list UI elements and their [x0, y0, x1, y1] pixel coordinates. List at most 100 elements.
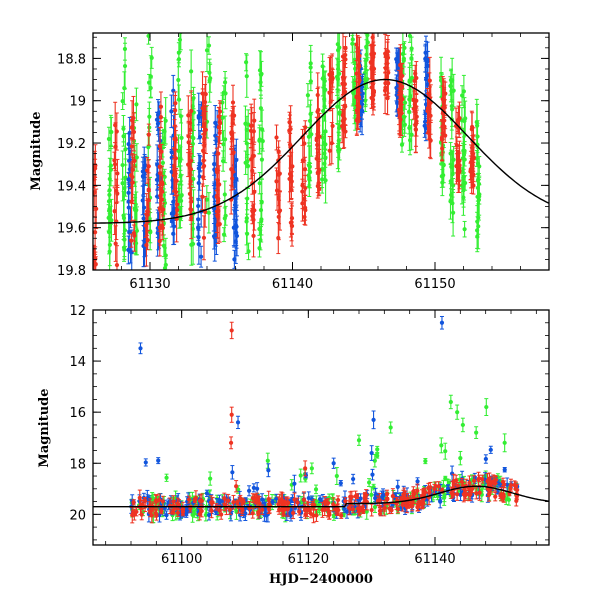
top-point-green — [476, 203, 481, 250]
bottom-point-red — [420, 498, 426, 508]
top-point-red — [340, 104, 346, 127]
bottom-point-red — [331, 497, 336, 512]
bottom-point-blue — [395, 479, 400, 495]
bottom-model-curve — [93, 485, 549, 508]
y-tick-label: 16 — [69, 406, 86, 421]
top-point-red — [186, 122, 191, 151]
top-point-green — [337, 33, 342, 71]
bottom-point-green — [371, 483, 376, 491]
bottom-point-red — [387, 503, 392, 515]
bottom-point-blue — [483, 454, 488, 464]
bottom-point-red — [428, 481, 433, 493]
top-point-green — [323, 112, 328, 151]
top-point-green — [207, 58, 212, 103]
top-point-red — [189, 196, 194, 240]
bottom-point-red — [279, 499, 284, 505]
top-point-red — [456, 151, 461, 175]
bottom-point-red — [512, 480, 517, 490]
bottom-point-red — [137, 489, 142, 507]
top-point-blue — [233, 189, 238, 215]
bottom-point-red — [335, 495, 341, 505]
bottom-point-green — [375, 445, 380, 453]
bottom-point-red — [455, 487, 460, 501]
top-point-red — [187, 140, 192, 189]
top-point-green — [322, 78, 327, 102]
bottom-point-blue — [156, 457, 161, 465]
bottom-point-red — [514, 495, 519, 507]
bottom-point-red — [339, 512, 344, 519]
bottom-outlier-red — [234, 480, 239, 493]
top-point-green — [107, 173, 112, 217]
y-tick-label: 19.2 — [57, 137, 86, 152]
bottom-point-red — [450, 492, 455, 498]
bottom-point-blue — [338, 480, 343, 487]
top-point-green — [108, 114, 113, 150]
bottom-point-red — [416, 501, 421, 509]
bottom-point-red — [433, 481, 438, 491]
bottom-point-red — [476, 474, 482, 482]
bottom-point-red — [415, 483, 420, 498]
top-point-red — [425, 93, 430, 124]
top-point-green — [402, 95, 408, 110]
bottom-y-axis-title: Magnitude — [37, 388, 52, 467]
bottom-point-green — [298, 468, 303, 483]
bottom-point-blue — [344, 504, 350, 519]
top-point-red — [160, 210, 165, 241]
bottom-point-red — [382, 504, 388, 512]
bottom-outlier-green — [334, 467, 339, 486]
top-point-green — [460, 85, 465, 106]
bottom-point-red — [477, 484, 482, 501]
top-point-red — [249, 139, 254, 180]
top-point-green — [257, 238, 262, 258]
bottom-outlier-red — [229, 321, 234, 340]
bottom-point-green — [441, 479, 446, 493]
top-point-red — [215, 194, 220, 239]
top-point-red — [398, 103, 403, 136]
bottom-outlier-blue — [138, 342, 143, 355]
y-tick-label: 14 — [69, 355, 86, 370]
bottom-point-red — [256, 510, 261, 517]
top-point-blue — [196, 165, 201, 201]
bottom-point-red — [353, 490, 358, 502]
bottom-outlier-green — [372, 453, 377, 468]
bottom-point-red — [377, 493, 382, 508]
x-tick-label: 61150 — [414, 277, 455, 292]
top-point-red — [158, 91, 164, 123]
y-tick-label: 18 — [69, 457, 86, 472]
bottom-outlier-green — [208, 471, 213, 486]
bottom-point-red — [285, 496, 290, 512]
top-point-red — [172, 149, 177, 197]
top-point-red — [112, 187, 117, 235]
top-point-red — [357, 92, 362, 122]
top-point-blue — [234, 215, 240, 257]
top-y-axis-title: Magnitude — [29, 111, 44, 190]
top-point-green — [179, 174, 184, 217]
bottom-x-axis-title: HJD−2400000 — [269, 572, 373, 587]
bottom-outlier-blue — [369, 445, 374, 461]
top-panel: 61130 61140 61150 18.8 19 19.2 19.4 19.6 19.8 Ma… — [29, 32, 550, 292]
top-point-red — [455, 111, 460, 133]
bottom-point-green — [192, 509, 197, 518]
top-point-green — [461, 74, 466, 108]
bottom-point-blue — [143, 458, 148, 467]
bottom-point-red — [297, 507, 302, 516]
top-point-green — [407, 89, 412, 135]
bottom-point-green — [443, 442, 448, 460]
top-point-red — [400, 62, 405, 89]
x-tick-label: 61100 — [161, 552, 202, 567]
bottom-outlier-green — [458, 450, 463, 466]
bottom-point-red — [493, 491, 498, 502]
bottom-point-red — [390, 488, 395, 504]
top-point-red — [470, 146, 475, 175]
x-tick-label: 61130 — [129, 277, 170, 292]
bottom-point-red — [401, 489, 406, 501]
bottom-point-blue — [351, 473, 356, 485]
bottom-point-red — [325, 498, 331, 509]
bottom-point-red — [157, 493, 162, 507]
top-point-red — [217, 102, 223, 121]
bottom-point-blue — [204, 489, 210, 498]
top-point-green — [191, 170, 196, 188]
bottom-point-red — [192, 497, 197, 503]
top-point-blue — [213, 105, 218, 141]
bottom-point-red — [508, 478, 514, 492]
